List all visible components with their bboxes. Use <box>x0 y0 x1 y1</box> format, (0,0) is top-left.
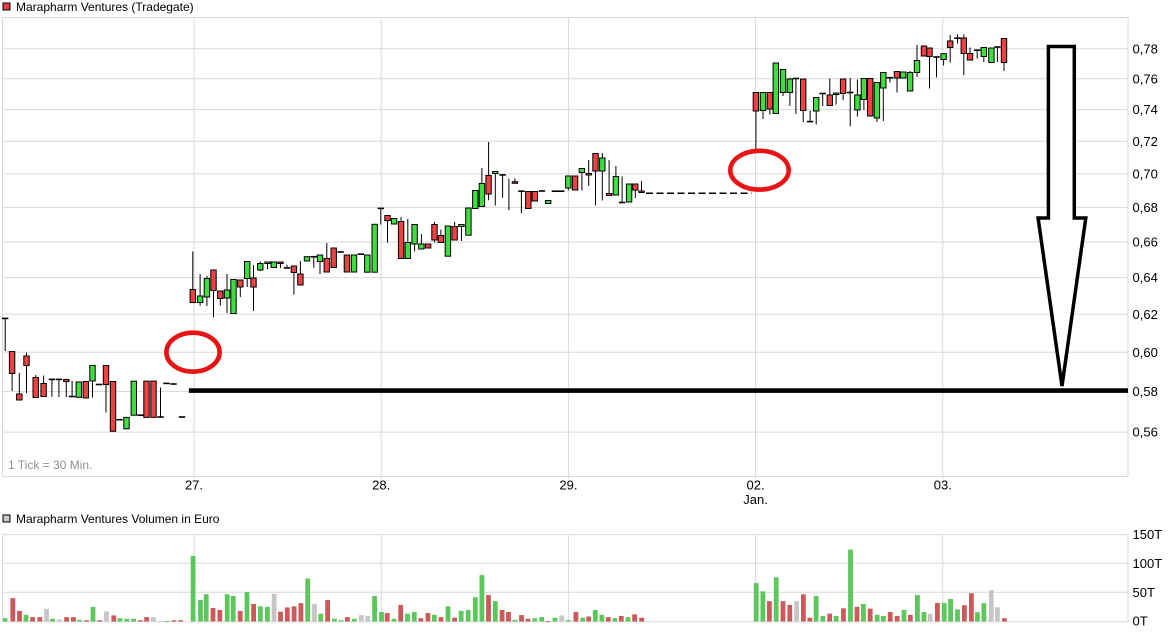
svg-text:1 Tick = 30 Min.: 1 Tick = 30 Min. <box>8 458 92 472</box>
svg-text:0,56: 0,56 <box>1133 425 1158 440</box>
svg-text:29.: 29. <box>559 478 577 493</box>
svg-text:0,78: 0,78 <box>1133 41 1158 56</box>
svg-text:0,68: 0,68 <box>1133 200 1158 215</box>
svg-text:03.: 03. <box>934 478 952 493</box>
svg-text:0,62: 0,62 <box>1133 307 1158 322</box>
svg-text:0T: 0T <box>1133 614 1148 629</box>
svg-text:Jan.: Jan. <box>743 492 768 507</box>
svg-text:0,58: 0,58 <box>1133 384 1158 399</box>
svg-text:0,70: 0,70 <box>1133 167 1158 182</box>
svg-text:27.: 27. <box>185 478 203 493</box>
svg-text:0,76: 0,76 <box>1133 71 1158 86</box>
svg-text:28.: 28. <box>372 478 390 493</box>
svg-text:02.: 02. <box>747 478 765 493</box>
svg-text:150T: 150T <box>1133 527 1163 542</box>
svg-text:Marapharm Ventures Volumen in: Marapharm Ventures Volumen in Euro <box>16 512 220 526</box>
svg-text:0,64: 0,64 <box>1133 270 1158 285</box>
svg-text:100T: 100T <box>1133 556 1163 571</box>
svg-text:50T: 50T <box>1133 585 1155 600</box>
svg-text:0,72: 0,72 <box>1133 134 1158 149</box>
svg-text:0,66: 0,66 <box>1133 235 1158 250</box>
svg-text:Marapharm Ventures (Tradegate): Marapharm Ventures (Tradegate) <box>16 0 194 14</box>
svg-text:0,74: 0,74 <box>1133 102 1158 117</box>
svg-text:0,60: 0,60 <box>1133 345 1158 360</box>
